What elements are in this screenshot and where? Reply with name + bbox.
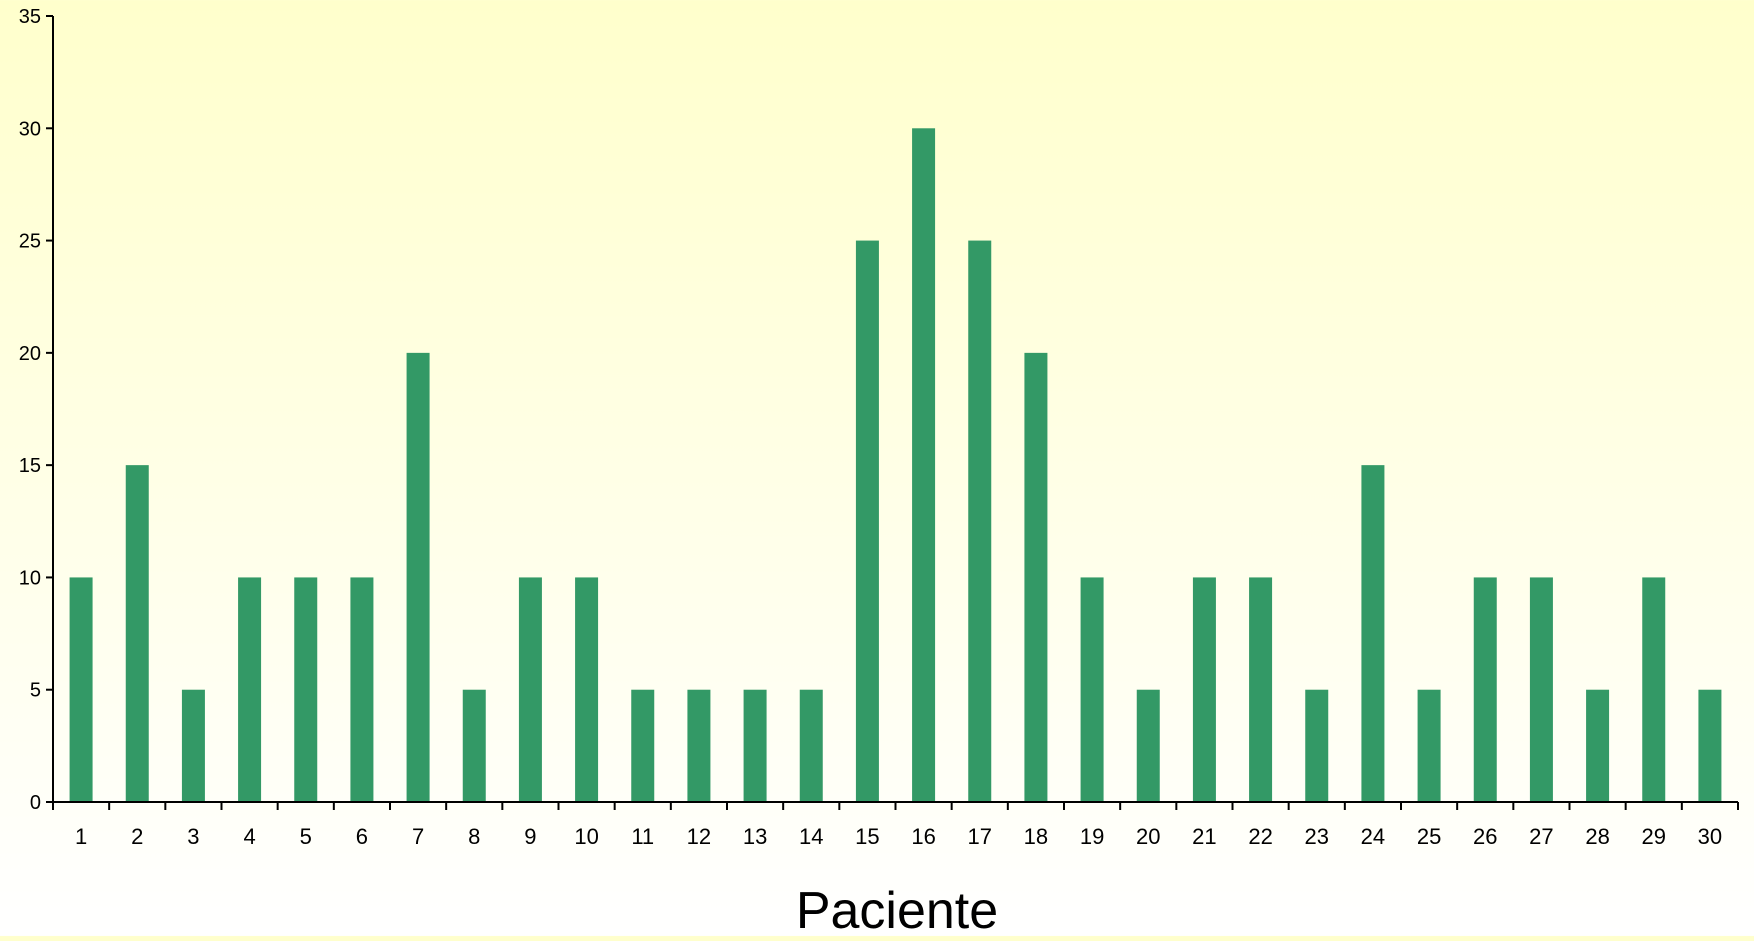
x-tick-label: 14 [799, 824, 823, 849]
bar-paciente-19 [1080, 577, 1104, 802]
bar-paciente-4 [238, 577, 262, 802]
bar-paciente-29 [1642, 577, 1666, 802]
bar-paciente-16 [912, 128, 936, 803]
bar-paciente-23 [1305, 689, 1329, 802]
x-tick-label: 13 [743, 824, 767, 849]
x-tick-label: 25 [1417, 824, 1441, 849]
bar-paciente-13 [743, 689, 767, 802]
bar-paciente-25 [1417, 689, 1441, 802]
x-tick-label: 5 [300, 824, 312, 849]
x-tick-label: 23 [1305, 824, 1329, 849]
bar-paciente-3 [181, 689, 205, 802]
bar-paciente-2 [125, 465, 149, 802]
x-tick-label: 30 [1698, 824, 1722, 849]
bar-paciente-18 [1024, 352, 1048, 802]
bar-paciente-1 [69, 577, 93, 802]
bar-paciente-6 [350, 577, 374, 802]
bar-paciente-22 [1249, 577, 1273, 802]
y-tick-label: 25 [19, 231, 41, 253]
x-tick-label: 22 [1248, 824, 1272, 849]
x-tick-label: 10 [574, 824, 598, 849]
x-tick-label: 29 [1642, 824, 1666, 849]
x-tick-label: 20 [1136, 824, 1160, 849]
bar-paciente-14 [799, 689, 823, 802]
y-tick-label: 10 [19, 567, 41, 589]
x-tick-label: 3 [187, 824, 199, 849]
x-tick-label: 15 [855, 824, 879, 849]
x-tick-label: 27 [1529, 824, 1553, 849]
bar-paciente-28 [1586, 689, 1610, 802]
bar-paciente-11 [631, 689, 655, 802]
bar-paciente-17 [968, 240, 992, 802]
bar-paciente-7 [406, 352, 430, 802]
bar-paciente-8 [462, 689, 486, 802]
x-tick-label: 12 [687, 824, 711, 849]
bar-paciente-15 [855, 240, 879, 802]
y-tick-label: 15 [19, 455, 41, 477]
x-axis-title: Paciente [796, 882, 998, 936]
x-tick-label: 26 [1473, 824, 1497, 849]
x-tick-label: 9 [524, 824, 536, 849]
y-tick-label: 20 [19, 343, 41, 365]
bar-paciente-20 [1136, 689, 1160, 802]
x-tick-label: 2 [131, 824, 143, 849]
bar-paciente-24 [1361, 465, 1385, 802]
y-tick-label: 30 [19, 118, 41, 140]
x-tick-label: 1 [75, 824, 87, 849]
y-tick-label: 35 [19, 6, 41, 28]
x-tick-label: 21 [1192, 824, 1216, 849]
bar-paciente-5 [294, 577, 318, 802]
y-tick-label: 0 [30, 792, 41, 814]
x-tick-label: 24 [1361, 824, 1385, 849]
x-tick-label: 4 [243, 824, 255, 849]
bar-paciente-12 [687, 689, 711, 802]
bar-paciente-10 [575, 577, 599, 802]
bar-paciente-26 [1473, 577, 1497, 802]
y-tick-label: 5 [30, 680, 41, 702]
x-tick-label: 17 [968, 824, 992, 849]
x-tick-label: 16 [911, 824, 935, 849]
bar-paciente-21 [1192, 577, 1216, 802]
bar-paciente-30 [1698, 689, 1722, 802]
bars-group [69, 128, 1722, 803]
x-tick-label: 8 [468, 824, 480, 849]
x-tick-label: 11 [631, 824, 654, 849]
x-tick-label: 6 [356, 824, 368, 849]
bar-paciente-27 [1529, 577, 1553, 802]
x-tick-label: 28 [1585, 824, 1609, 849]
x-tick-label: 19 [1080, 824, 1104, 849]
x-tick-label: 18 [1024, 824, 1048, 849]
x-tick-label: 7 [412, 824, 424, 849]
bar-paciente-9 [518, 577, 542, 802]
